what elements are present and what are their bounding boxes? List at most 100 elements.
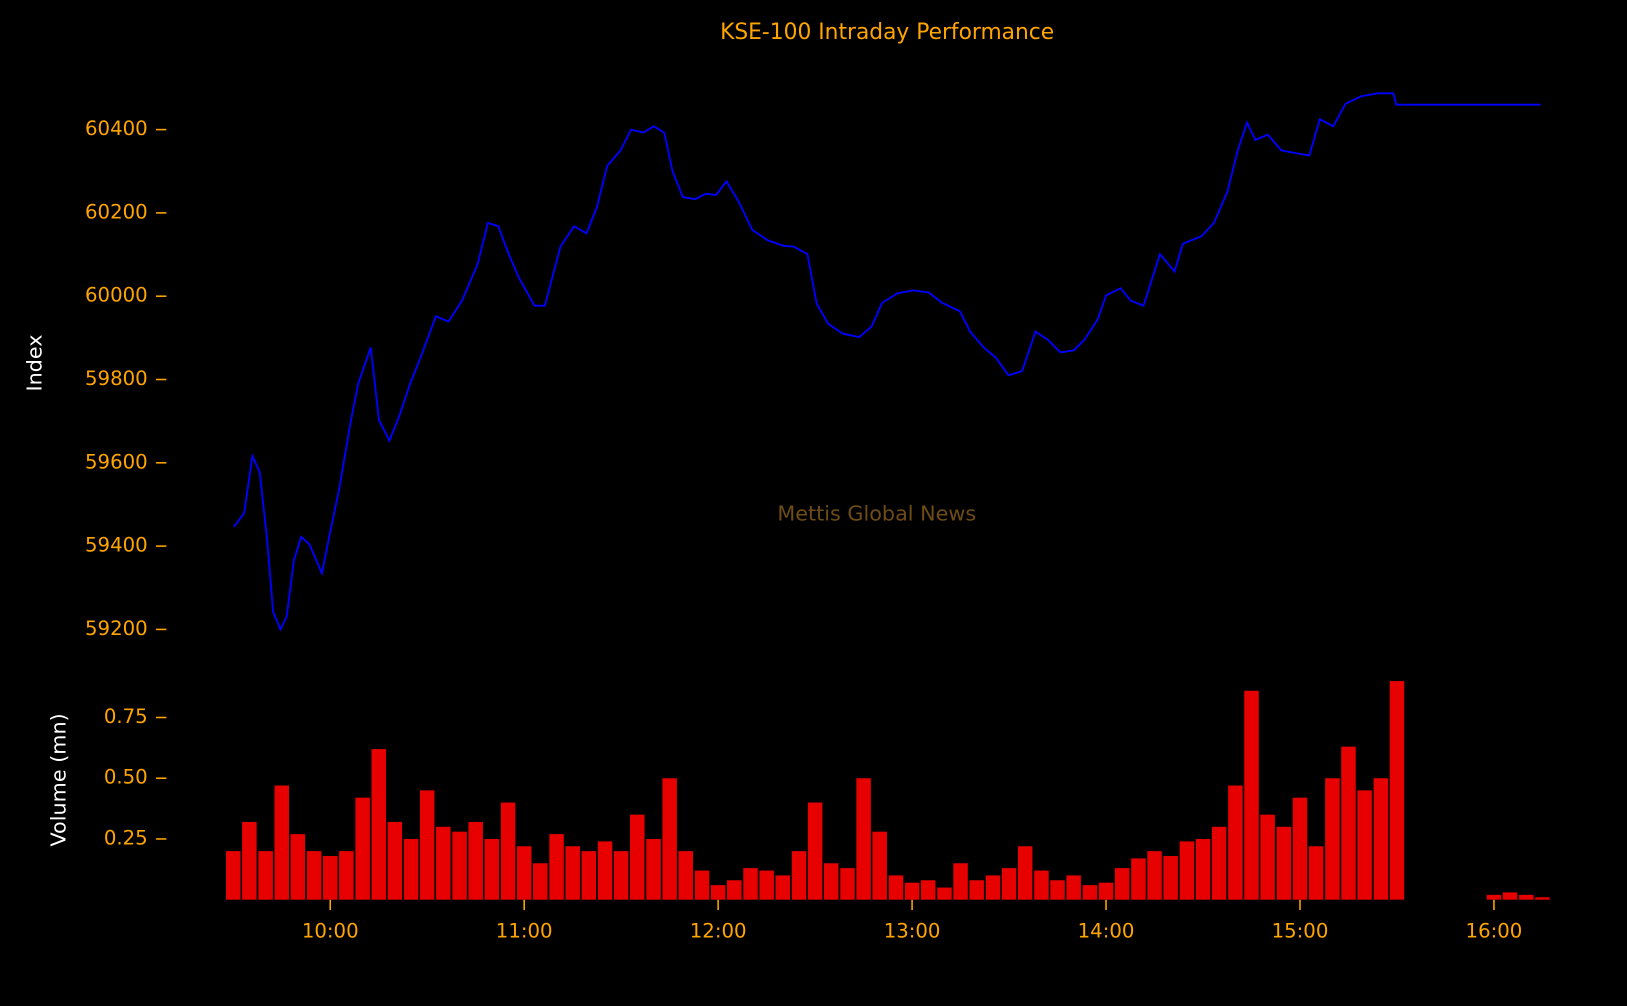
bar <box>791 851 807 900</box>
bar <box>937 887 952 900</box>
bar <box>1195 838 1211 900</box>
y-tick-label: 59800 <box>85 367 148 390</box>
bar <box>1050 880 1065 900</box>
bar <box>630 814 645 900</box>
bar <box>613 851 629 900</box>
bar <box>743 868 758 900</box>
bar <box>500 802 516 900</box>
y-axis-label: Index <box>23 334 47 391</box>
bar <box>419 790 435 900</box>
y-tick-label: 0.50 <box>104 766 148 789</box>
bar <box>888 875 904 900</box>
bar <box>985 875 1001 900</box>
bar <box>678 851 694 900</box>
bar <box>290 834 306 900</box>
bar <box>969 880 984 900</box>
bar <box>1082 885 1098 900</box>
bar <box>242 821 257 900</box>
x-tick-label: 15:00 <box>1272 919 1329 942</box>
bar <box>1389 681 1405 900</box>
bar <box>1325 778 1340 900</box>
bar <box>258 851 273 900</box>
bar <box>1066 875 1081 900</box>
bar <box>840 868 855 900</box>
bar <box>872 831 887 900</box>
watermark: Mettis Global News <box>777 501 976 525</box>
bar <box>662 778 677 900</box>
y-tick-label: 0.75 <box>104 705 148 728</box>
y-tick-label: 59200 <box>85 617 148 640</box>
bar <box>371 749 386 900</box>
y-tick-label: 59400 <box>85 534 148 557</box>
x-tick-label: 16:00 <box>1466 919 1523 942</box>
x-tick-label: 13:00 <box>884 919 941 942</box>
y-tick-label: 59600 <box>85 450 148 473</box>
bar <box>1357 790 1372 900</box>
bar <box>726 880 742 900</box>
bar <box>775 875 790 900</box>
chart-title: KSE-100 Intraday Performance <box>720 20 1054 45</box>
bar <box>1228 785 1243 900</box>
bar <box>597 841 613 900</box>
bar <box>953 863 968 900</box>
bar <box>322 855 338 900</box>
y-axis-label: Volume (mn) <box>47 713 71 846</box>
bar <box>759 870 774 900</box>
bar <box>904 882 920 900</box>
bar <box>1163 855 1178 900</box>
bar <box>1131 858 1146 900</box>
y-tick-label: 60000 <box>85 284 148 307</box>
y-tick-label: 60200 <box>85 200 148 223</box>
bar <box>1341 746 1356 900</box>
x-tick-label: 14:00 <box>1078 919 1135 942</box>
x-tick-label: 10:00 <box>302 919 359 942</box>
bar <box>533 863 548 900</box>
bar <box>306 851 322 900</box>
bar <box>1486 894 1502 900</box>
bar <box>1179 841 1195 900</box>
bar <box>1017 846 1033 900</box>
bar <box>339 851 354 900</box>
bar <box>1211 826 1227 900</box>
bar <box>274 785 290 900</box>
bar <box>549 834 564 900</box>
y-tick-label: 60400 <box>85 117 148 140</box>
bar <box>1535 897 1550 900</box>
bar <box>581 851 597 900</box>
bar <box>1244 690 1259 900</box>
bar <box>1034 870 1049 900</box>
bar <box>710 885 726 900</box>
bar <box>452 831 467 900</box>
x-tick-label: 11:00 <box>496 919 553 942</box>
y-tick-label: 0.25 <box>104 826 148 849</box>
bar <box>807 802 823 900</box>
bar <box>387 821 403 900</box>
bar <box>1147 851 1162 900</box>
bar <box>516 846 532 900</box>
bar <box>1502 892 1518 900</box>
bar <box>694 870 710 900</box>
bar <box>1260 814 1275 900</box>
x-tick-label: 12:00 <box>690 919 747 942</box>
bar <box>484 838 500 900</box>
bar <box>646 838 661 900</box>
bar <box>565 846 580 900</box>
bar <box>1098 882 1114 900</box>
bar <box>920 880 936 900</box>
line <box>233 92 1541 632</box>
bar <box>856 778 871 900</box>
bar <box>436 826 451 900</box>
bar <box>355 797 370 900</box>
bar <box>468 821 483 900</box>
bar <box>1519 894 1534 900</box>
bar <box>1373 778 1389 900</box>
bar <box>225 851 241 900</box>
bar <box>403 838 419 900</box>
bar <box>1308 846 1324 900</box>
bar <box>1292 797 1308 900</box>
bar <box>823 863 839 900</box>
bar <box>1001 868 1017 900</box>
bar <box>1114 868 1130 900</box>
